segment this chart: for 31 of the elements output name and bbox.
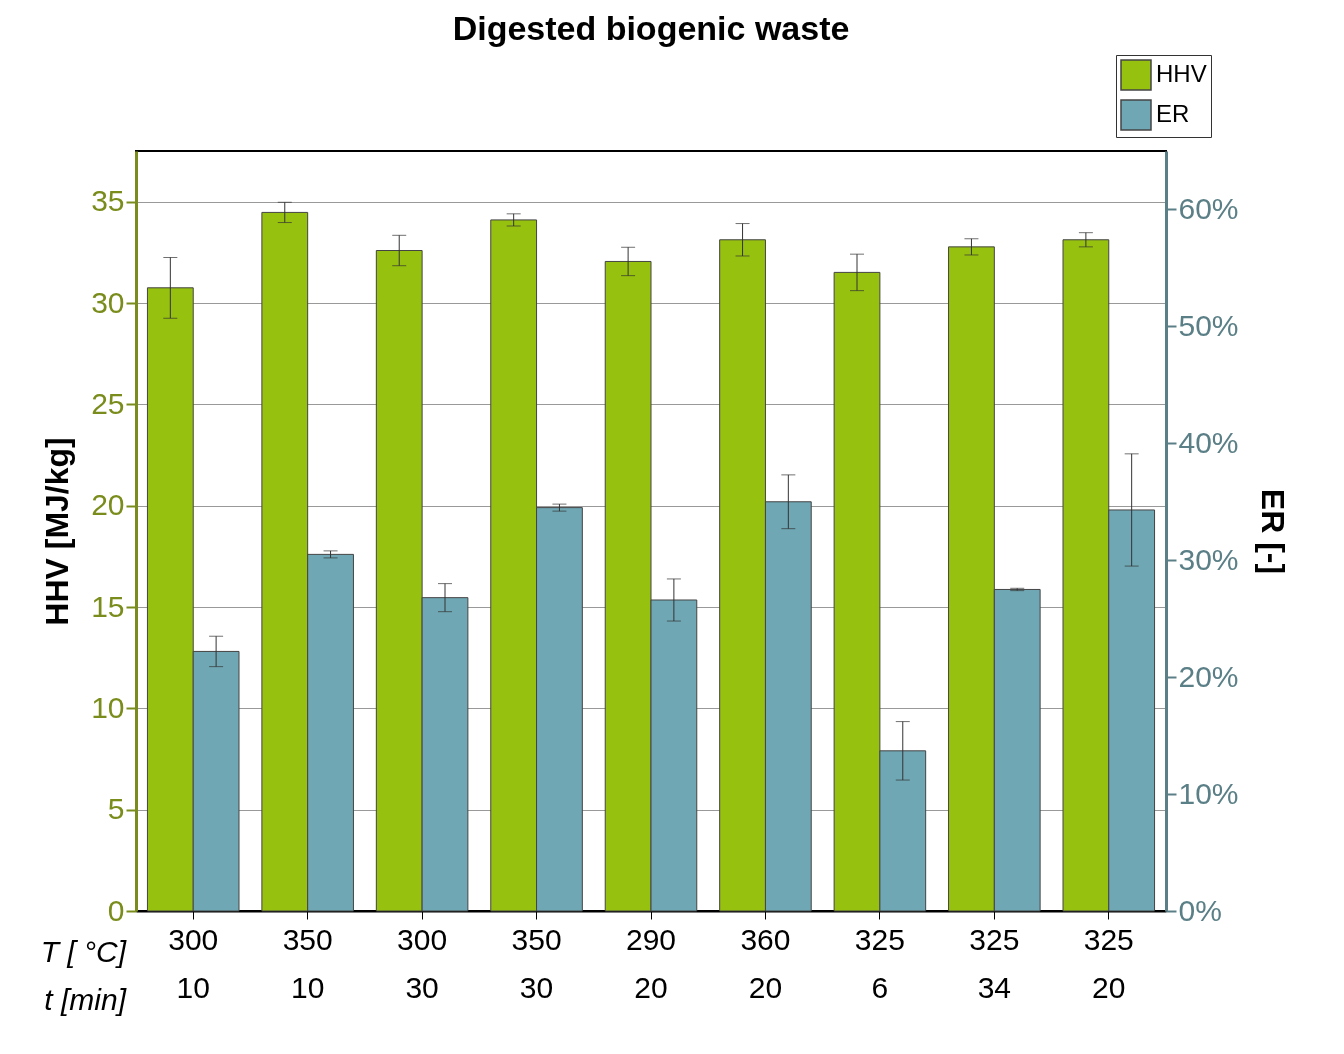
y-axis-title: HHV [MJ/kg] [39,437,76,626]
x-tick-label: 325 20 [1083,922,1134,1004]
y-tick-label: 0 [107,893,125,927]
chart-title: Digested biogenic waste [452,8,850,47]
y-tick-label: 35 [91,184,125,218]
text: T [ °C] [40,935,127,968]
x-tick-label: 290 20 [625,922,677,1004]
legend-label: ER [1156,100,1190,127]
y-tick-label: 10 [91,690,125,724]
y2-tick-label: 40% [1178,425,1239,459]
x-tick-label: 350 10 [282,922,333,1004]
x-tick-label: 360 20 [740,922,791,1004]
y-tick-label: 25 [91,386,125,420]
y2-tick-label: 10% [1178,776,1239,810]
y2-axis-title: ER [-] [1254,488,1291,575]
y2-tick-label: 60% [1178,191,1239,225]
legend-label: HHV [1156,60,1207,87]
y2-tick-label: 50% [1178,308,1239,342]
y-tick-label: 5 [107,792,125,826]
x-tick-label: 300 10 [168,922,219,1004]
x-tick-label: 325 6 [854,922,905,1004]
x-tick-label: 350 30 [511,922,562,1004]
y-tick-label: 30 [91,285,125,319]
x-tick-label: 300 30 [397,922,448,1004]
y-tick-label: 15 [91,589,125,623]
x-tick-label: 325 34 [969,922,1020,1004]
y2-tick-label: 20% [1178,659,1239,693]
text: t [min] [44,983,127,1016]
y2-tick-label: 0% [1178,893,1222,927]
y-tick-label: 20 [91,488,125,522]
y2-tick-label: 30% [1178,542,1239,576]
